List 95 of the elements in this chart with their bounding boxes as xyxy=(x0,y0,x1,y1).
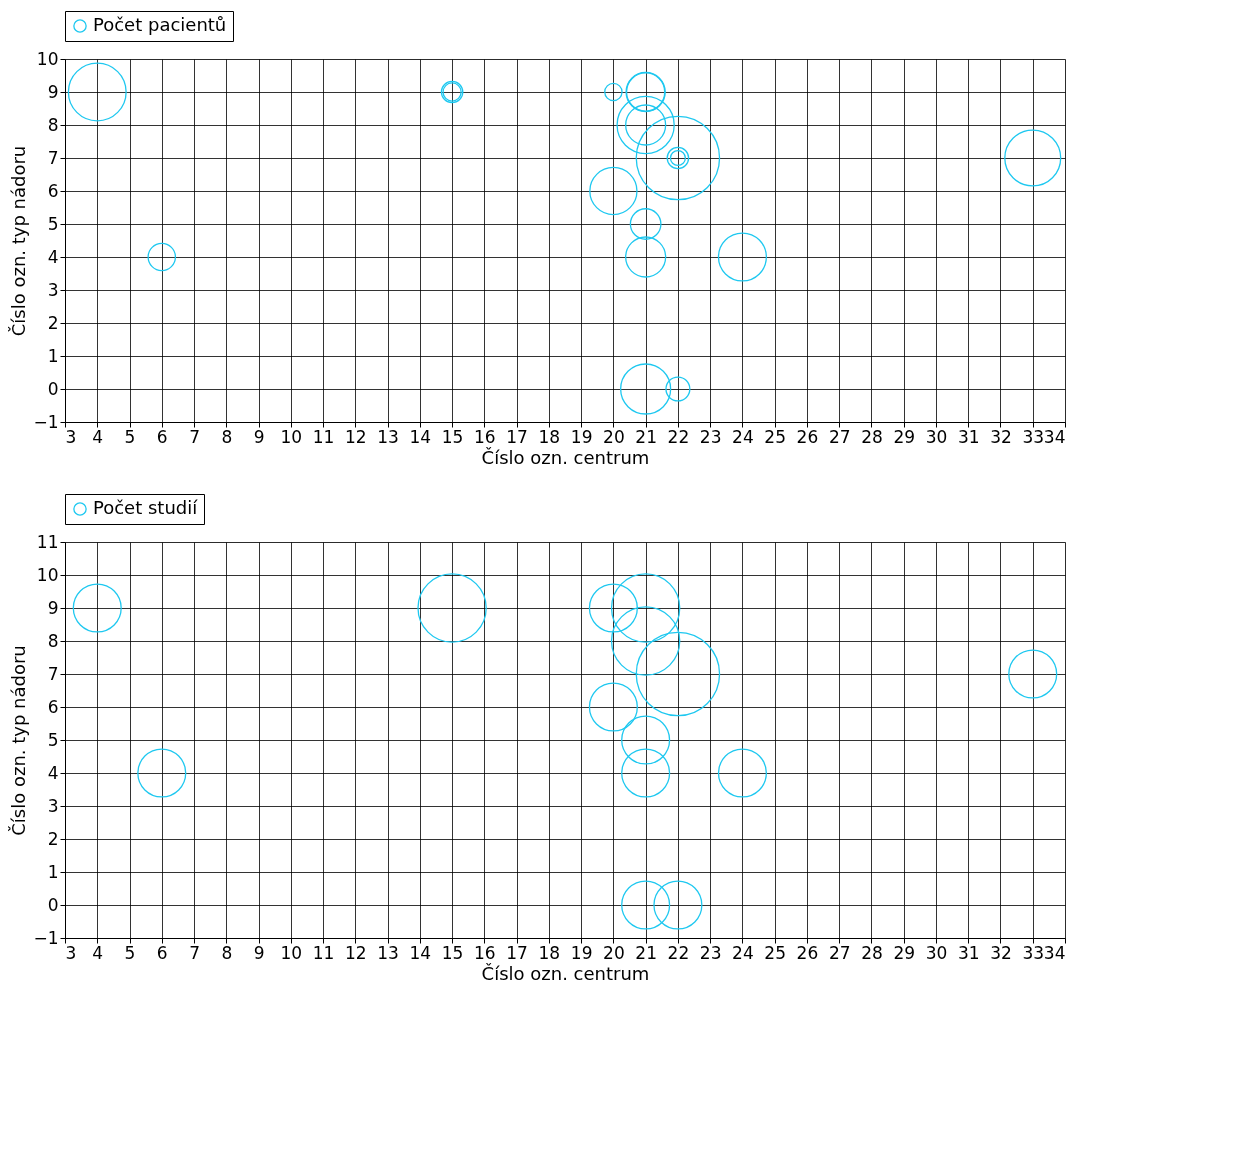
x-tick-label: 11 xyxy=(312,942,335,963)
x-tick-label: 13 xyxy=(377,942,399,963)
y-tick-label: 4 xyxy=(47,762,59,783)
y-tick-label: 5 xyxy=(47,729,59,750)
y-tick-label: −1 xyxy=(33,411,59,432)
y-tick-label: 10 xyxy=(36,48,59,69)
x-axis-title: Číslo ozn. centrum xyxy=(481,446,650,468)
y-tick-label: 8 xyxy=(47,114,59,135)
x-tick-label: 7 xyxy=(189,426,200,447)
y-tick-label: 5 xyxy=(47,213,59,234)
x-tick-label: 21 xyxy=(635,942,657,963)
x-tick-label: 32 xyxy=(990,426,1012,447)
x-tick-label: 32 xyxy=(990,942,1012,963)
x-tick-label: 14 xyxy=(409,942,432,963)
x-tick-label: 23 xyxy=(699,942,722,963)
y-tick-label: 1 xyxy=(47,345,59,366)
y-tick-label: 3 xyxy=(47,279,59,300)
x-tick-label: 5 xyxy=(124,426,136,447)
x-tick-label: 9 xyxy=(253,426,265,447)
x-tick-label: 26 xyxy=(796,942,819,963)
x-tick-label: 7 xyxy=(189,942,200,963)
x-tick-label: 20 xyxy=(603,426,625,447)
x-tick-label: 30 xyxy=(925,942,948,963)
x-tick-label: 27 xyxy=(828,426,851,447)
x-tick-label: 16 xyxy=(474,942,496,963)
x-tick-label: 17 xyxy=(506,942,528,963)
x-tick-label: 16 xyxy=(474,426,496,447)
y-tick-label: 6 xyxy=(47,180,59,201)
x-tick-label: 13 xyxy=(377,426,399,447)
x-tick-label: 20 xyxy=(603,942,625,963)
y-axis-title: Číslo ozn. typ nádoru xyxy=(8,645,30,836)
x-tick-label: 10 xyxy=(280,942,303,963)
x-tick-label: 15 xyxy=(441,426,464,447)
y-tick-label: 9 xyxy=(47,597,59,618)
x-tick-label: 22 xyxy=(667,942,690,963)
x-tick-label: 12 xyxy=(345,942,367,963)
x-axis-title: Číslo ozn. centrum xyxy=(481,962,650,984)
y-tick-label: 10 xyxy=(36,564,59,585)
legend-label: Počet pacientů xyxy=(93,14,227,35)
x-tick-label: 9 xyxy=(253,942,265,963)
x-tick-label: 25 xyxy=(764,426,786,447)
x-tick-label: 25 xyxy=(764,942,786,963)
y-tick-label: 6 xyxy=(47,696,59,717)
x-tick-label: 19 xyxy=(570,426,593,447)
y-axis-title: Číslo ozn. typ nádoru xyxy=(8,145,30,337)
x-tick-label: 33 xyxy=(1022,426,1045,447)
y-tick-label: 1 xyxy=(47,861,59,882)
x-tick-label: 8 xyxy=(221,426,233,447)
x-tick-label: 10 xyxy=(280,426,303,447)
x-tick-label: 15 xyxy=(441,942,464,963)
y-tick-label: 9 xyxy=(47,81,59,102)
y-tick-label: 2 xyxy=(47,828,59,849)
y-tick-label: 0 xyxy=(47,894,59,915)
x-tick-label: 6 xyxy=(156,942,168,963)
x-tick-label: 12 xyxy=(345,426,367,447)
x-tick-label: 4 xyxy=(92,426,104,447)
x-tick-label: 11 xyxy=(312,426,335,447)
y-tick-label: 3 xyxy=(47,795,59,816)
y-tick-label: 4 xyxy=(47,246,59,267)
x-tick-label: 23 xyxy=(699,426,722,447)
x-tick-label: 3 xyxy=(65,426,77,447)
y-tick-label: 7 xyxy=(47,663,59,684)
x-tick-label: 18 xyxy=(538,942,561,963)
x-tick-label: 4 xyxy=(92,942,104,963)
x-tick-label: 8 xyxy=(221,942,233,963)
x-tick-label: 31 xyxy=(957,942,980,963)
x-tick-label: 34 xyxy=(1043,426,1066,447)
x-tick-label: 6 xyxy=(156,426,168,447)
y-tick-label: 2 xyxy=(47,312,59,333)
x-tick-label: 33 xyxy=(1022,942,1045,963)
y-tick-label: 0 xyxy=(47,378,59,399)
y-tick-label: 11 xyxy=(36,531,59,552)
y-tick-label: 8 xyxy=(47,630,59,651)
x-tick-label: 17 xyxy=(506,426,528,447)
x-tick-label: 30 xyxy=(925,426,948,447)
x-tick-label: 22 xyxy=(667,426,690,447)
x-tick-label: 14 xyxy=(409,426,432,447)
x-tick-label: 21 xyxy=(635,426,657,447)
x-tick-label: 31 xyxy=(957,426,980,447)
x-tick-label: 29 xyxy=(893,426,916,447)
x-tick-label: 24 xyxy=(732,942,754,963)
x-tick-label: 3 xyxy=(65,942,77,963)
x-tick-label: 26 xyxy=(796,426,819,447)
x-tick-label: 28 xyxy=(861,426,883,447)
legend-label: Počet studií xyxy=(93,497,199,518)
x-tick-label: 28 xyxy=(861,942,883,963)
x-tick-label: 34 xyxy=(1043,942,1066,963)
x-tick-label: 27 xyxy=(828,942,851,963)
x-tick-label: 24 xyxy=(732,426,754,447)
y-tick-label: 7 xyxy=(47,147,59,168)
x-tick-label: 19 xyxy=(570,942,593,963)
x-tick-label: 29 xyxy=(893,942,916,963)
x-tick-label: 5 xyxy=(124,942,136,963)
y-tick-label: −1 xyxy=(33,927,59,948)
x-tick-label: 18 xyxy=(538,426,561,447)
